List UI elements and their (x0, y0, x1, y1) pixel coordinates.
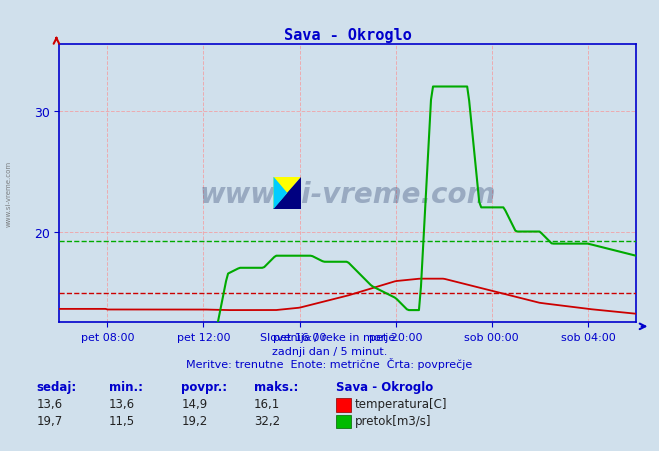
Title: Sava - Okroglo: Sava - Okroglo (284, 28, 411, 42)
Text: www.si-vreme.com: www.si-vreme.com (200, 181, 496, 209)
Text: 16,1: 16,1 (254, 397, 280, 410)
Text: povpr.:: povpr.: (181, 380, 227, 393)
Text: 19,2: 19,2 (181, 414, 208, 427)
Polygon shape (273, 177, 301, 210)
Text: Meritve: trenutne  Enote: metrične  Črta: povprečje: Meritve: trenutne Enote: metrične Črta: … (186, 358, 473, 369)
Text: 14,9: 14,9 (181, 397, 208, 410)
Text: temperatura[C]: temperatura[C] (355, 397, 447, 410)
Text: 13,6: 13,6 (36, 397, 63, 410)
Text: pretok[m3/s]: pretok[m3/s] (355, 414, 431, 427)
Text: min.:: min.: (109, 380, 143, 393)
Text: 19,7: 19,7 (36, 414, 63, 427)
Text: maks.:: maks.: (254, 380, 298, 393)
Text: www.si-vreme.com: www.si-vreme.com (5, 161, 11, 227)
Polygon shape (273, 177, 287, 210)
Text: zadnji dan / 5 minut.: zadnji dan / 5 minut. (272, 346, 387, 356)
Text: sedaj:: sedaj: (36, 380, 76, 393)
Text: 13,6: 13,6 (109, 397, 135, 410)
Text: Sava - Okroglo: Sava - Okroglo (336, 380, 434, 393)
Polygon shape (273, 177, 301, 210)
Text: Slovenija / reke in morje.: Slovenija / reke in morje. (260, 332, 399, 342)
Text: 11,5: 11,5 (109, 414, 135, 427)
Text: 32,2: 32,2 (254, 414, 280, 427)
